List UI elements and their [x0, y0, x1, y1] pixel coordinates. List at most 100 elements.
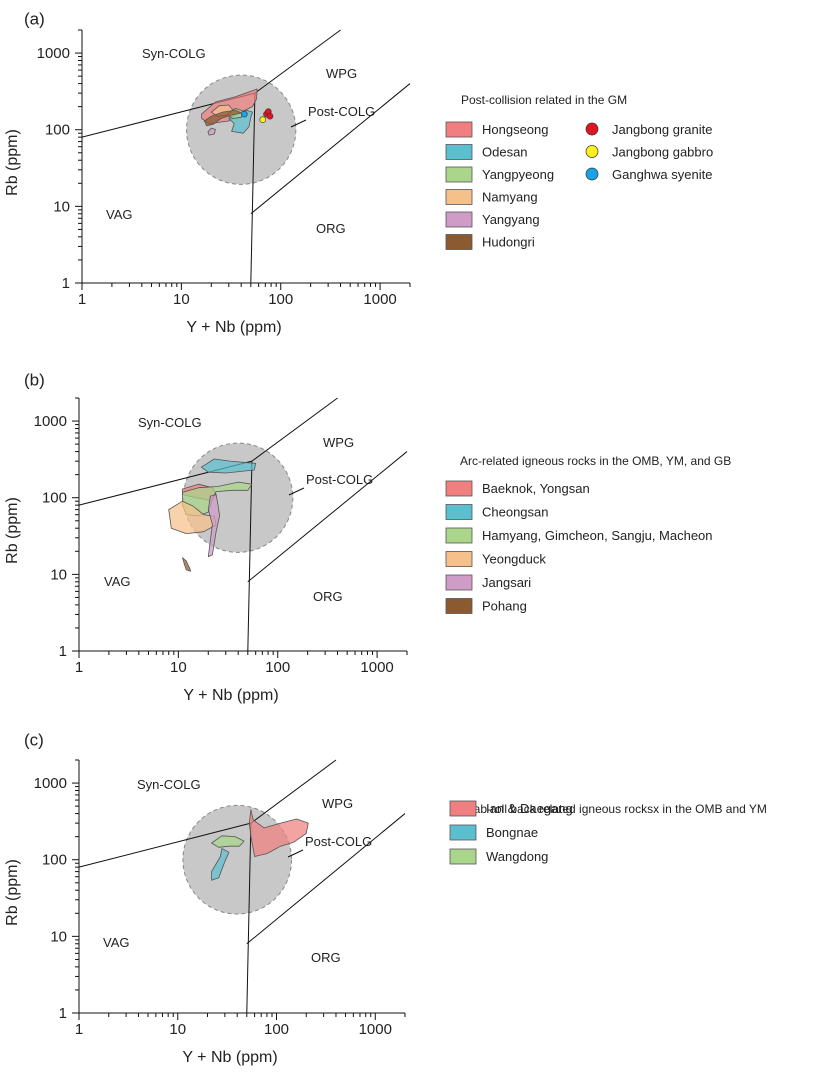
y-tick-label: 1000	[37, 45, 70, 62]
legend-label: Baeknok, Yongsan	[482, 481, 590, 496]
boundary-line-2	[247, 461, 253, 652]
x-tick-label: 10	[169, 1021, 186, 1038]
legend-swatch	[445, 211, 473, 228]
legend: Arc-related igneous rocks in the OMB, YM…	[445, 454, 731, 614]
panel-label: (a)	[24, 9, 45, 28]
boundary-line-4	[250, 83, 411, 215]
legend-title: Slab-roll back related igneous rocksx in…	[463, 802, 767, 816]
legend-label: Yangyang	[482, 212, 540, 227]
data-field-pohang	[182, 557, 192, 572]
x-tick-label: 100	[265, 659, 290, 676]
boundary-line-2	[250, 93, 256, 284]
y-tick-label: 100	[42, 852, 67, 869]
field-label-syn-colg: Syn-COLG	[137, 777, 201, 792]
y-tick-label: 100	[45, 122, 70, 139]
boundary-line-4	[247, 451, 408, 583]
y-tick-label: 1	[59, 643, 67, 660]
y-axis-label: Rb (ppm)	[4, 129, 21, 196]
data-point-ganghwa-syenite	[241, 110, 248, 118]
data-field-bongnae	[211, 848, 230, 881]
y-tick-label: 1000	[34, 413, 67, 430]
x-axis-label: Y + Nb (ppm)	[183, 687, 278, 704]
boundary-line-3	[251, 397, 338, 462]
data-point-jangbong-gabbro	[259, 116, 267, 124]
y-axis-label: Rb (ppm)	[4, 497, 21, 564]
legend-swatch	[445, 166, 473, 183]
legend-marker	[585, 167, 599, 181]
x-tick-label: 100	[268, 291, 293, 308]
chart-panel-3: (c) 1 10 100 1000 1 10 100 1000 Y + Nb (ppm) Rb (p…	[4, 730, 767, 1066]
legend-label: Cheongsan	[482, 505, 549, 520]
legend-swatch	[445, 189, 473, 205]
chart-panel-1: (a) 1 10 100 1000 1 10 100 1000 Y + Nb (ppm) Rb (p…	[4, 9, 713, 336]
x-tick-label: 1	[78, 291, 86, 308]
legend-swatch	[445, 574, 473, 591]
legend-label: Yeongduck	[482, 552, 546, 567]
x-tick-label: 100	[264, 1021, 289, 1038]
panel-label: (b)	[24, 370, 45, 389]
boundary-line-4	[246, 813, 406, 945]
field-label-post-colg: Post-COLG	[305, 834, 372, 849]
field-label-wpg: WPG	[323, 435, 354, 450]
field-label-wpg: WPG	[326, 66, 357, 81]
y-tick-label: 1000	[34, 775, 67, 792]
post-colg-leader	[288, 487, 305, 496]
boundary-line-3	[254, 29, 341, 94]
field-label-syn-colg: Syn-COLG	[138, 415, 202, 430]
legend-label: Hamyang, Gimcheon, Sangju, Macheon	[482, 528, 713, 543]
legend-swatch	[445, 480, 473, 497]
data-field-hudongri	[203, 109, 242, 127]
legend-swatch	[445, 551, 473, 567]
legend-label: Bongnae	[486, 825, 538, 840]
y-tick-label: 1	[62, 275, 70, 292]
legend-swatch	[445, 234, 473, 250]
legend-label: Ian & Daegang	[486, 801, 573, 816]
legend-title: Arc-related igneous rocks in the OMB, YM…	[460, 454, 731, 468]
legend-label: Yangpyeong	[482, 167, 554, 182]
legend-label: Jangsari	[482, 575, 531, 590]
legend-title: Post-collision related in the GM	[461, 93, 627, 107]
field-label-org: ORG	[311, 950, 341, 965]
legend-label: Jangbong granite	[612, 122, 712, 137]
chart-panel-2: (b) 1 10 100 1000 1 10 100 1000 Y + Nb (ppm) Rb (p…	[4, 370, 731, 704]
field-label-org: ORG	[316, 221, 346, 236]
field-label-wpg: WPG	[322, 796, 353, 811]
legend-swatch	[445, 598, 473, 614]
x-tick-label: 1	[75, 659, 83, 676]
legend-label: Wangdong	[486, 849, 548, 864]
x-axis-label: Y + Nb (ppm)	[182, 1049, 277, 1066]
data-point-jangbong-granite	[266, 112, 274, 120]
x-tick-label: 10	[170, 659, 187, 676]
post-colg-leader	[287, 849, 304, 858]
y-tick-label: 10	[50, 928, 67, 945]
legend-label: Ganghwa syenite	[612, 167, 712, 182]
legend-label: Namyang	[482, 190, 538, 205]
field-label-post-colg: Post-COLG	[308, 104, 375, 119]
data-field-ian-daegang	[248, 809, 309, 857]
legend-label: Pohang	[482, 599, 527, 614]
boundary-line-2	[246, 823, 252, 1014]
legend-label: Odesan	[482, 145, 528, 160]
y-tick-label: 10	[53, 198, 70, 215]
legend: Slab-roll back related igneous rocksx in…	[449, 800, 767, 865]
legend-label: Hudongri	[482, 235, 535, 250]
y-tick-label: 1	[59, 1005, 67, 1022]
field-label-vag: VAG	[103, 935, 130, 950]
legend-swatch	[449, 848, 477, 865]
x-tick-label: 1000	[360, 659, 393, 676]
legend-swatch	[445, 527, 473, 544]
panel-label: (c)	[24, 730, 44, 749]
legend-marker	[585, 145, 599, 158]
legend-swatch	[445, 144, 473, 160]
y-tick-label: 10	[50, 566, 67, 583]
data-field-yangyang	[207, 127, 216, 136]
legend: Post-collision related in the GM Hongseon…	[445, 93, 713, 250]
post-colg-field	[182, 804, 293, 915]
data-field-cheongsan	[200, 458, 257, 474]
data-field-wangdong	[211, 835, 245, 848]
data-field-jangsari	[207, 494, 220, 558]
field-label-post-colg: Post-COLG	[306, 472, 373, 487]
boundary-line-1	[78, 822, 251, 868]
boundary-line-3	[250, 759, 337, 824]
legend-marker	[585, 122, 599, 136]
